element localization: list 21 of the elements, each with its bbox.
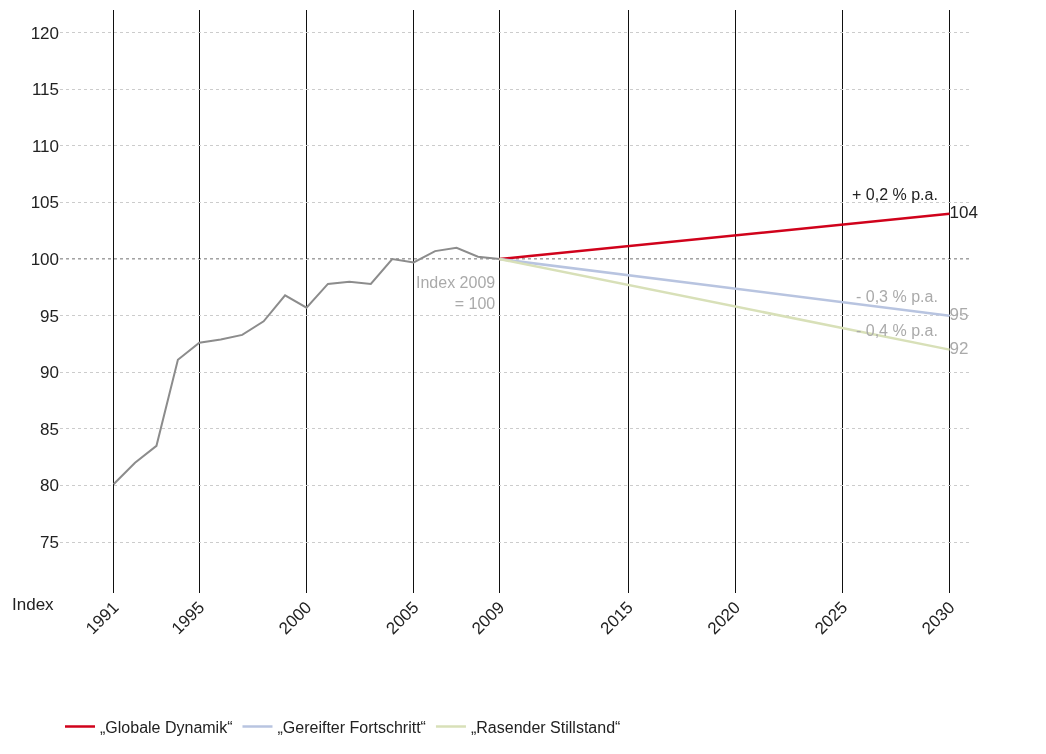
- y-tick-label: 105: [30, 193, 59, 213]
- y-axis-title: Index: [12, 595, 55, 614]
- y-tick-label: 110: [31, 136, 59, 156]
- data-label: 104: [949, 203, 978, 223]
- legend-label: „Globale Dynamik“: [100, 718, 233, 736]
- annotation: Index 2009 = 100: [416, 274, 496, 312]
- y-tick-label: 85: [40, 419, 59, 439]
- y-tick-label: 80: [40, 476, 59, 496]
- legend-label: „Gereifter Fortschritt“: [277, 718, 426, 736]
- data-label: 95: [949, 304, 969, 324]
- annotation: - 0,3 % p.a.: [856, 288, 938, 305]
- annotation: + 0,2 % p.a.: [852, 186, 938, 203]
- y-tick-label: 75: [40, 533, 59, 553]
- data-label: 92: [949, 338, 969, 358]
- y-tick-label: 115: [31, 80, 59, 100]
- y-tick-label: 100: [30, 250, 59, 269]
- y-tick-label: 95: [40, 306, 59, 326]
- annotation: - 0,4 % p.a.: [856, 322, 938, 339]
- legend-label: „Rasender Stillstand“: [470, 718, 621, 736]
- y-tick-label: 90: [40, 363, 59, 383]
- y-tick-label: 120: [30, 23, 59, 43]
